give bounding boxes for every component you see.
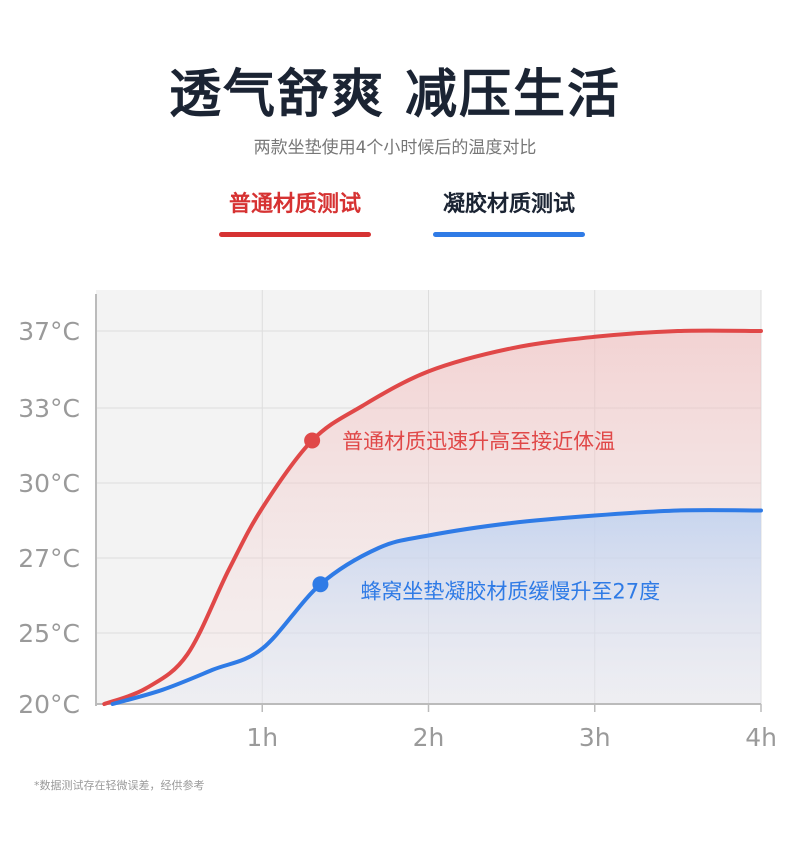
legend-label-gel: 凝胶材质测试 (442, 192, 575, 217)
axes (95, 294, 762, 712)
y-tick-label: 27°C (18, 544, 80, 573)
annotation-gel: 蜂窝坐垫凝胶材质缓慢升至27度 (360, 579, 660, 603)
y-tick-label: 20°C (18, 690, 80, 719)
page-subtitle: 两款坐垫使用4个小时候后的温度对比 (253, 138, 537, 158)
series-lines (102, 328, 763, 706)
series-line-normal (102, 328, 763, 706)
data-point-marker-normal (304, 432, 321, 449)
annotation-normal: 普通材质迅速升高至接近体温 (342, 430, 615, 454)
legend-swatch-blue (433, 232, 585, 237)
legend-item-normal: 普通材质测试 (218, 186, 372, 237)
y-tick-label: 30°C (18, 469, 80, 498)
legend-item-gel: 凝胶材质测试 (432, 186, 586, 237)
x-tick-label: 1h (246, 723, 278, 752)
y-tick-label: 37°C (18, 317, 80, 346)
page-title: 透气舒爽 减压生活 (168, 65, 622, 125)
data-point-marker-gel (312, 576, 329, 593)
temperature-chart: 20°C 25°C 27°C 30°C 33°C 37°C 1h 2h 3h 4h 普通材质迅速升… (18, 290, 777, 752)
series-line-gel (110, 508, 763, 706)
y-tick-label: 33°C (18, 394, 80, 423)
tick-labels: 20°C 25°C 27°C 30°C 33°C 37°C 1h 2h 3h 4h (18, 317, 777, 752)
legend-swatch-red (219, 232, 371, 237)
area-fill-gel (112, 510, 762, 704)
x-tick-label: 3h (579, 723, 611, 752)
legend-label-normal: 普通材质测试 (228, 192, 361, 217)
x-tick-label: 4h (745, 723, 777, 752)
footnote: *数据测试存在轻微误差，经供参考 (34, 779, 205, 792)
x-tick-label: 2h (413, 723, 445, 752)
y-tick-label: 25°C (18, 619, 80, 648)
area-fills (104, 330, 762, 704)
